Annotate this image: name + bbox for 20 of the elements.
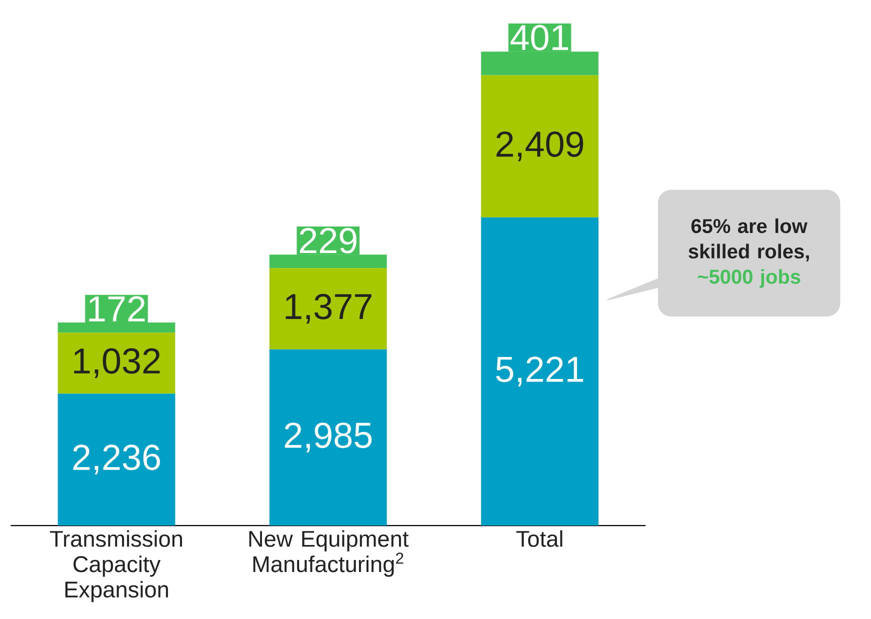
bar — [58, 394, 176, 526]
x-tick-label: Total — [516, 530, 562, 547]
x-tick-label: New Equipment Manufacturing$^{2}$ — [249, 530, 409, 577]
data-label: 2,985 — [284, 422, 372, 452]
data-label: 5,221 — [496, 356, 584, 386]
bar — [58, 332, 176, 394]
text: 65% are low skilled roles, — [688, 218, 809, 262]
data-label: 172 — [89, 296, 145, 322]
bar — [481, 217, 598, 526]
bar — [269, 349, 387, 526]
data-label: 2,409 — [496, 131, 584, 162]
bar — [269, 268, 387, 350]
bar — [481, 75, 598, 218]
data-label: 229 — [300, 228, 356, 254]
x-tick-label: Transmission Capacity Expansion — [50, 530, 182, 602]
data-label: 1,032 — [74, 348, 160, 378]
data-label: 401 — [510, 24, 568, 50]
data-label: 2,236 — [73, 444, 160, 474]
text: ~5000 jobs — [698, 269, 800, 288]
data-label: 1,377 — [286, 294, 372, 324]
